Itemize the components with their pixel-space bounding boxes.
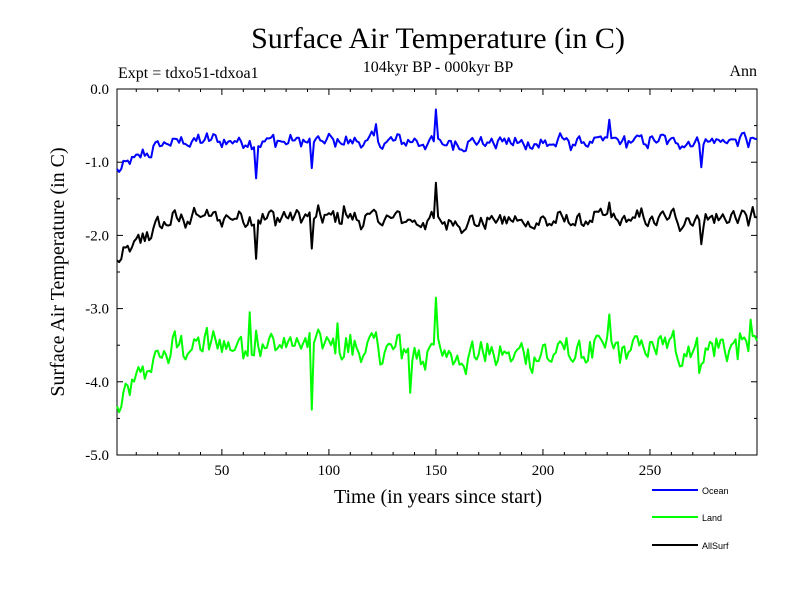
y-axis: 0.0 -1.0 -2.0 -3.0 -4.0 -5.0 — [85, 82, 757, 464]
series-line-ocean — [116, 108, 758, 180]
chart-title: Surface Air Temperature (in C) — [251, 22, 625, 55]
legend-label-land: Land — [702, 513, 722, 523]
series-line-land — [116, 296, 758, 414]
chart-subtitle: 104kyr BP - 000kyr BP — [363, 59, 514, 76]
y-axis-label: Surface Air Temperature (in C) — [47, 147, 69, 396]
x-tick-label: 50 — [214, 463, 229, 479]
x-axis: 50 100 150 200 250 — [135, 89, 737, 479]
legend: Ocean Land AllSurf — [652, 486, 729, 551]
legend-item-ocean: Ocean — [652, 486, 729, 496]
y-tick-label: -5.0 — [85, 448, 109, 464]
series-group — [116, 108, 758, 414]
legend-item-allsurf: AllSurf — [652, 541, 729, 551]
y-tick-label: 0.0 — [90, 82, 109, 98]
y-tick-label: -2.0 — [85, 228, 109, 244]
x-tick-label: 250 — [639, 463, 662, 479]
series-line-allsurf — [116, 181, 758, 264]
x-tick-label: 100 — [318, 463, 341, 479]
plot-frame — [116, 88, 758, 456]
legend-item-land: Land — [652, 513, 722, 523]
x-axis-label: Time (in years since start) — [334, 486, 542, 508]
y-tick-label: -3.0 — [85, 302, 109, 318]
x-tick-label: 150 — [425, 463, 448, 479]
x-tick-label: 200 — [532, 463, 555, 479]
y-tick-label: -4.0 — [85, 375, 109, 391]
period-label: Ann — [729, 63, 757, 80]
y-tick-label: -1.0 — [85, 155, 109, 171]
experiment-label: Expt = tdxo51-tdxoa1 — [118, 65, 259, 82]
legend-label-ocean: Ocean — [702, 486, 729, 496]
legend-label-allsurf: AllSurf — [702, 541, 729, 551]
